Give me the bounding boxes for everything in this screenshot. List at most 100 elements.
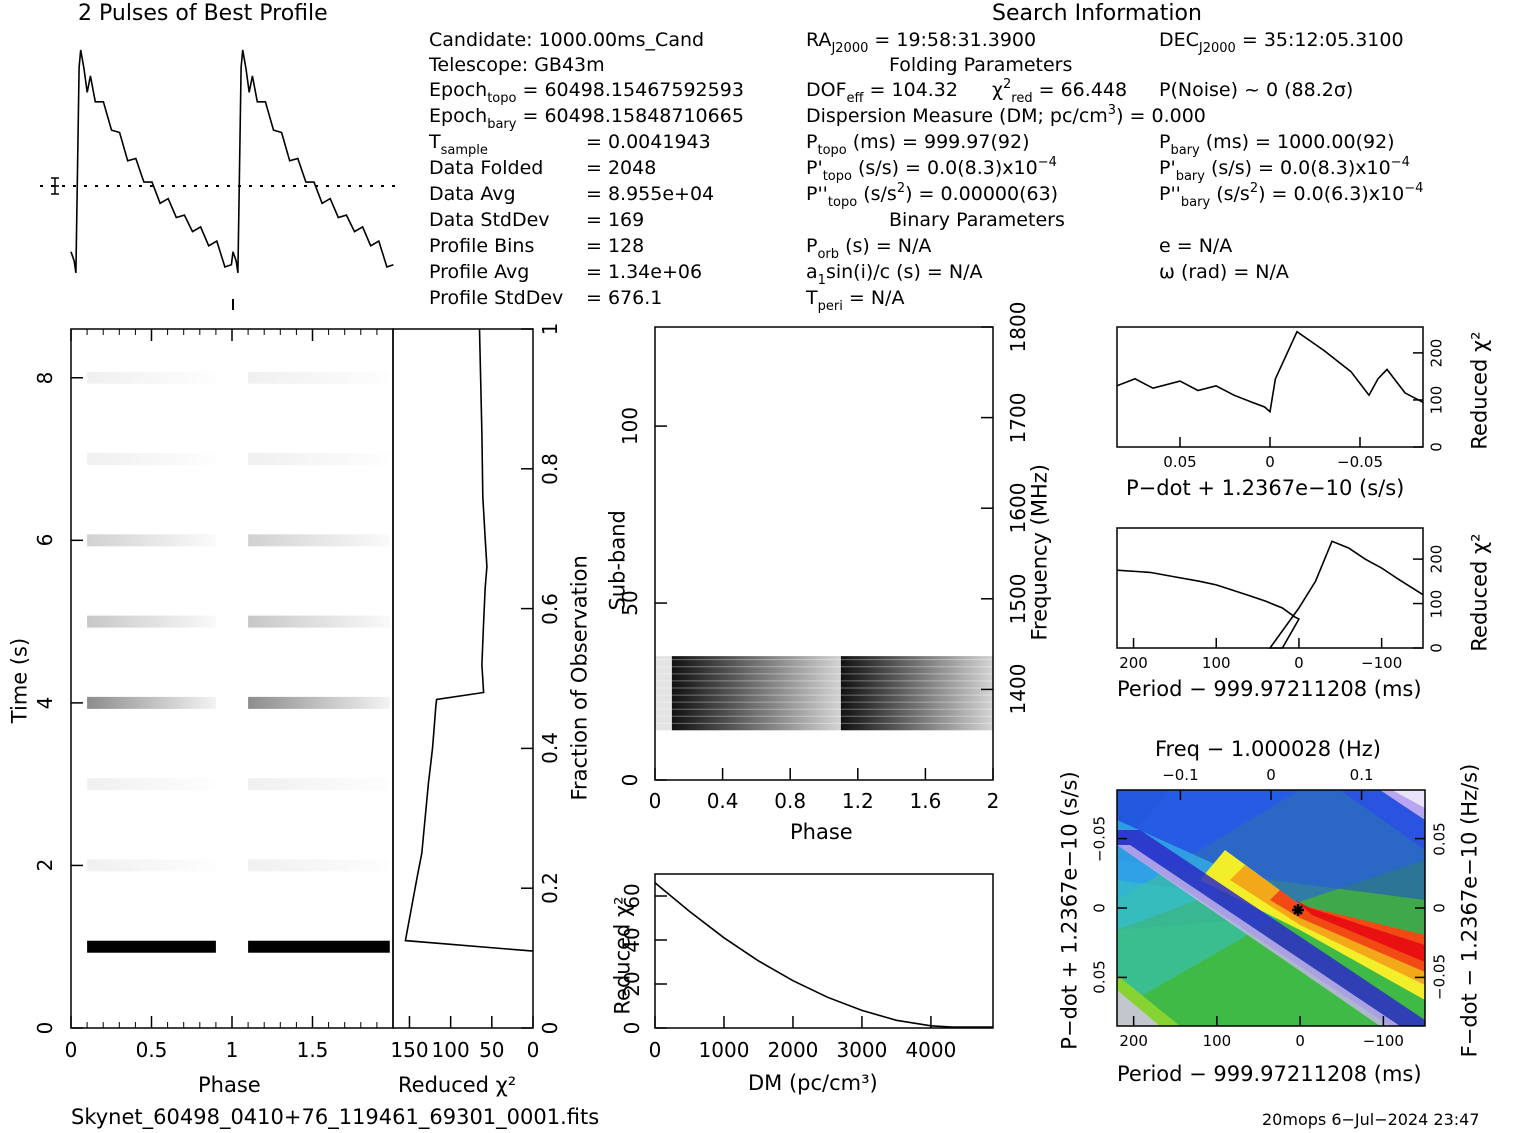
period-ylabel: Reduced χ² [1467,533,1492,652]
pp-x2label: Freq − 1.000028 (Hz) [1155,737,1381,761]
dm-xtick-label: 2000 [767,1038,819,1062]
pdot-ytick-label: 0 [1427,442,1446,452]
pdot-curve-line [1116,330,1424,414]
sb-y2label: Frequency (MHz) [1027,464,1052,641]
pp-y2label: F−dot − 1.2367e−10 (Hz/s) [1457,763,1482,1058]
profile-avg-value: = 1.34e+06 [586,261,703,283]
epoch-topo-line: Epochtopo = 60498.15467592593 [429,79,744,106]
cf-ytick-label: 0 [538,1021,562,1035]
telescope-line: Telescope: GB43m [429,54,605,76]
time-phase-row [87,778,216,791]
time-phase-row [87,859,216,872]
time-phase-plot [70,328,394,1029]
dm-curve-line [654,882,993,1028]
tsample-label: Tsample [429,131,488,158]
subband-pulse [671,656,842,731]
ra-line: RAJ2000 = 19:58:31.3900 [806,29,1037,56]
time-phase-row [87,615,216,628]
candidate-line: Candidate: 1000.00ms_Cand [429,29,705,51]
pp-xtick-label: 100 [1202,1032,1232,1050]
data-stddev-label: Data StdDev [429,209,550,231]
chi-fraction-plot [392,328,534,1029]
cf-ytick-label: 0.2 [538,872,562,905]
profile-title: 2 Pulses of Best Profile [78,1,328,26]
cf-ytick-label: 0.4 [538,732,562,765]
sb-ytick-label: 50 [618,590,642,616]
subband-phase-plot [654,326,994,781]
folding-title: Folding Parameters [889,54,1073,76]
dm-ytick-label: 40 [620,927,644,953]
period-ytick-label: 100 [1427,589,1446,618]
profile-avg-label: Profile Avg [429,261,530,283]
sb-y2tick-label: 1400 [1006,663,1030,715]
tp-ytick-label: 2 [33,859,57,872]
dm-ytick-label: 60 [620,883,644,909]
tp-ytick-label: 8 [33,371,57,385]
period-xtick-label: 100 [1201,654,1231,672]
time-phase-row [248,615,390,628]
pp-x2tick-label: −0.1 [1162,766,1199,784]
sb-xtick-label: 0.4 [706,789,739,813]
time-phase-row [248,453,390,466]
pp-y2tick-label: 0.05 [1430,821,1449,856]
data-avg-label: Data Avg [429,183,516,205]
pdot-xtick-label: 0.05 [1163,453,1197,471]
dm-ytick-label: 20 [620,971,644,997]
dm-ytick-label: 0 [620,1021,644,1035]
sb-xlabel: Phase [790,820,853,844]
pdot-ytick-label: 100 [1427,385,1446,415]
cf-xtick-label: 50 [479,1038,505,1062]
pp-x2tick-label: 0.1 [1349,766,1374,784]
sb-xtick-label: 0 [648,789,662,813]
profile-stddev-label: Profile StdDev [429,287,564,309]
dm-xlabel: DM (pc/cm³) [748,1071,878,1095]
subband-pulse [840,656,993,731]
time-phase-row [248,940,390,953]
profile-bins-label: Profile Bins [429,235,535,257]
pp-x2tick-label: 0 [1266,766,1276,784]
pp-ytick-label: 0 [1090,903,1109,913]
dm-curve-plot [654,873,994,1029]
dm-xtick-label: 4000 [905,1038,957,1062]
profile-line [70,49,394,274]
cf-xtick-label: 100 [431,1038,470,1062]
sb-y2tick-label: 1700 [1006,392,1030,444]
period-xtick-label: 0 [1294,654,1304,672]
pp-xtick-label: 0 [1295,1032,1305,1050]
time-phase-row [87,453,216,466]
pulse-profile-plot [40,49,397,310]
cf-ylabel: Fraction of Observation [567,555,592,801]
dm-ylabel: Reduced χ² [610,896,635,1015]
pp-ylabel: P−dot + 1.2367e−10 (s/s) [1057,771,1082,1050]
cf-ytick-label: 0.6 [538,592,562,625]
e-line: e = N/A [1159,235,1233,257]
pp-ytick-label: −0.05 [1090,815,1109,862]
pdot-xtick-label: −0.05 [1337,453,1383,471]
time-phase-row [87,534,216,547]
tp-ytick-label: 6 [33,533,57,547]
tp-ytick-label: 0 [33,1021,57,1035]
sb-xtick-label: 1.6 [909,789,942,813]
data-folded-label: Data Folded [429,157,544,179]
tperi-line: Tperi = N/A [806,287,905,314]
sb-ytick-label: 0 [618,773,642,787]
pp-xtick-label: −100 [1362,1032,1404,1050]
chi-red-line: χ2red = 66.448 [992,77,1128,106]
cf-xlabel: Reduced χ² [398,1073,517,1097]
dof-line: DOFeff = 104.32 [806,79,958,106]
period-xtick-label: 200 [1119,654,1148,672]
pp-y2tick-label: 0 [1430,903,1449,913]
search-title: Search Information [992,1,1202,26]
time-phase-row [87,940,216,953]
data-avg-value: = 8.955e+04 [586,183,715,205]
pp-ytick-label: 0.05 [1090,960,1109,995]
tp-xtick-label: 0 [64,1038,78,1062]
cf-ytick-label: 1 [538,322,562,336]
epoch-bary-line: Epochbary = 60498.15848710665 [429,105,744,132]
dm-xtick-label: 1000 [698,1038,750,1062]
time-phase-row [248,778,390,791]
tp-xtick-label: 1.5 [296,1038,329,1062]
pdot-bary-line: P'bary (s/s) = 0.0(8.3)x10−4 [1159,155,1410,184]
tsample-value: = 0.0041943 [586,131,711,153]
tp-ytick-label: 4 [33,696,57,710]
